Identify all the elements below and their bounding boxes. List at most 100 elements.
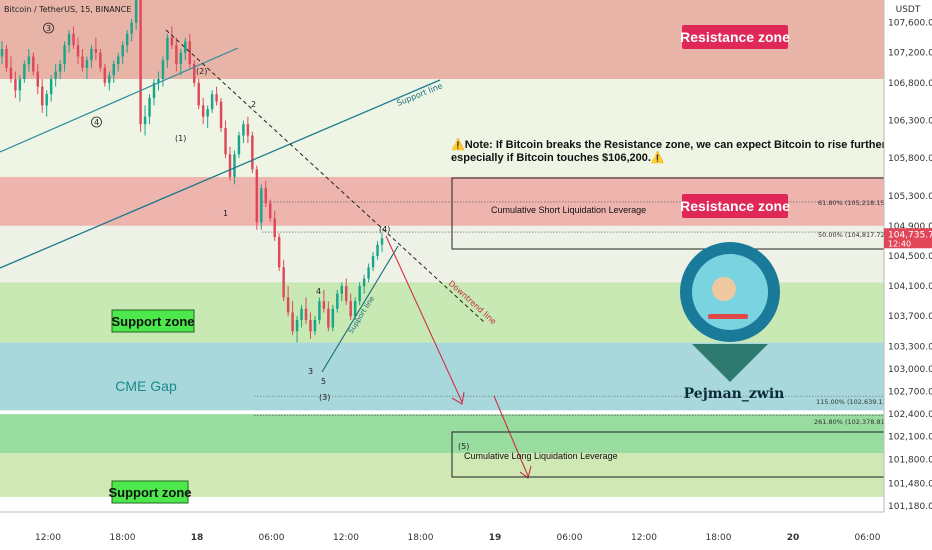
fib-label-618: 61.80% (105,218.15) — [818, 199, 887, 207]
y-tick-label: 102,700.00 — [888, 388, 932, 398]
y-tick-label: 104,900.00 — [888, 222, 932, 232]
y-tick-label: 102,400.00 — [888, 410, 932, 420]
candle-body — [224, 128, 227, 155]
note-line-2: especially if Bitcoin touches $106,200.⚠… — [451, 151, 665, 164]
logo-face — [712, 277, 736, 301]
x-axis-panel — [0, 512, 932, 550]
zones-layer — [0, 0, 884, 497]
support-line — [0, 79, 441, 269]
y-tick-label: 102,100.00 — [888, 433, 932, 443]
forecast-arrow-1 — [385, 235, 463, 403]
y-tick-label: 107,600.00 — [888, 19, 932, 29]
candle-body — [193, 64, 196, 83]
long-liquidation-label: Cumulative Long Liquidation Leverage — [464, 451, 618, 461]
current-price-label: 104,735.70 — [888, 230, 932, 240]
candle-body — [246, 124, 250, 136]
candle-body — [318, 301, 321, 320]
x-tick-label: 20 — [787, 533, 800, 543]
logo-board — [708, 314, 748, 319]
wave-label: (3) — [319, 393, 330, 402]
zone-band — [0, 414, 884, 454]
y-axis-panel — [884, 0, 932, 550]
candle-body — [0, 48, 4, 57]
wave-label: (1) — [175, 134, 186, 143]
candle-body — [90, 48, 93, 61]
candle-body — [14, 79, 17, 91]
cme-gap-label: CME Gap — [115, 378, 177, 394]
candle-body — [273, 218, 276, 238]
trendlines-layer — [0, 29, 532, 479]
candle-body — [282, 267, 285, 298]
candle-body — [23, 64, 26, 80]
candle-body — [380, 238, 384, 245]
candle-body — [130, 22, 133, 34]
candle-body — [269, 203, 272, 219]
candle-body — [251, 135, 254, 170]
candle-body — [322, 301, 326, 309]
labels-layer: Bitcoin / TetherUS, 15, BINANCE Support … — [4, 5, 889, 504]
y-tick-label: 106,300.00 — [888, 116, 932, 126]
candle-body — [94, 48, 98, 53]
candle-body — [313, 320, 317, 332]
candle-body — [327, 308, 330, 328]
candle-body — [161, 60, 165, 80]
candle-body — [264, 188, 267, 204]
candle-body — [349, 301, 352, 317]
candle-body — [295, 320, 299, 332]
y-tick-label: 105,300.00 — [888, 192, 932, 202]
wave-label: (4) — [379, 225, 390, 234]
forecast-arrow-1-head — [451, 391, 465, 405]
y-tick-label: 107,200.00 — [888, 49, 932, 59]
candle-body — [188, 41, 191, 64]
candle-body — [371, 256, 375, 268]
candle-body — [81, 56, 84, 68]
chart-title: Bitcoin / TetherUS, 15, BINANCE — [4, 5, 131, 14]
candle-body — [45, 94, 48, 106]
candle-body — [125, 33, 129, 46]
countdown-label: 12:40 — [888, 239, 911, 248]
forecast-arrow-2 — [493, 395, 529, 477]
candle-body — [108, 75, 111, 83]
candle-body — [255, 169, 259, 223]
short-liquidation-label: Cumulative Short Liquidation Leverage — [491, 205, 646, 215]
candle-body — [277, 237, 281, 268]
resistance-zone-badge-mid — [682, 194, 788, 218]
brand-logo — [680, 242, 780, 382]
support-zone-badge-bottom — [111, 480, 189, 504]
candle-body — [148, 97, 151, 117]
wave-label: (5) — [458, 442, 469, 451]
candles-layer — [0, 0, 384, 343]
fib-label-50: 50.00% (104,817.72) — [818, 231, 887, 239]
y-tick-label: 103,000.00 — [888, 365, 932, 375]
candle-body — [117, 56, 120, 64]
candle-body — [206, 109, 209, 117]
candle-body — [184, 41, 187, 53]
candle-body — [170, 37, 174, 46]
candle-body — [121, 45, 124, 57]
y-tick-label: 104,100.00 — [888, 282, 932, 292]
candle-body — [367, 267, 370, 279]
zone-band — [0, 79, 884, 177]
candle-body — [157, 79, 160, 83]
candle-body — [166, 37, 169, 61]
candle-body — [49, 79, 53, 95]
candle-body — [376, 244, 379, 256]
upper-channel-line — [0, 47, 239, 153]
x-tick-label: 12:00 — [333, 533, 359, 543]
y-tick-label: 105,800.00 — [888, 154, 932, 164]
x-tick-label: 18:00 — [706, 533, 732, 543]
candle-body — [353, 301, 357, 317]
candle-body — [291, 312, 294, 332]
candle-body — [112, 64, 115, 76]
wave-label: (2) — [196, 67, 207, 76]
brand-name: Pejman_zwin — [684, 386, 785, 402]
candle-body — [300, 308, 303, 320]
candle-body — [99, 52, 102, 68]
candle-body — [237, 135, 241, 155]
wave-label: 4 — [316, 287, 321, 296]
candle-body — [362, 278, 366, 287]
candle-body — [5, 48, 8, 68]
resistance-zone-label-top: Resistance zone — [680, 29, 790, 45]
